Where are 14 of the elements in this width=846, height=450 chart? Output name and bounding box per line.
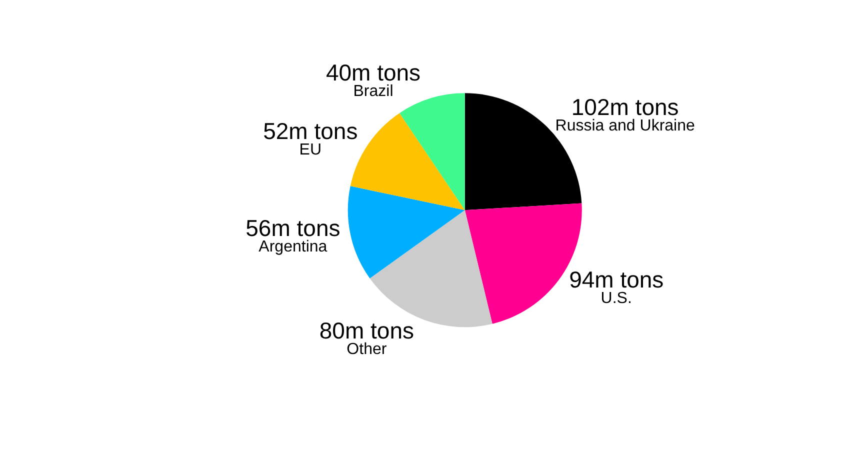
slice-label: Other: [346, 340, 388, 358]
pie-slice: [348, 186, 465, 278]
data-label: 40m tons: [326, 59, 421, 86]
slice-label: U.S.: [600, 290, 632, 308]
data-label: 102m tons: [571, 94, 679, 120]
slice-label: Argentina: [258, 238, 328, 256]
slice-label: Russia and Ukraine: [555, 118, 695, 135]
slice-label: EU: [299, 142, 322, 159]
data-label: 52m tons: [263, 118, 358, 144]
data-label: 80m tons: [319, 317, 414, 344]
data-label: 94m tons: [569, 266, 664, 293]
data-label: 56m tons: [246, 214, 340, 241]
slice-label: Brazil: [353, 82, 394, 100]
pie-slice: [400, 93, 465, 210]
